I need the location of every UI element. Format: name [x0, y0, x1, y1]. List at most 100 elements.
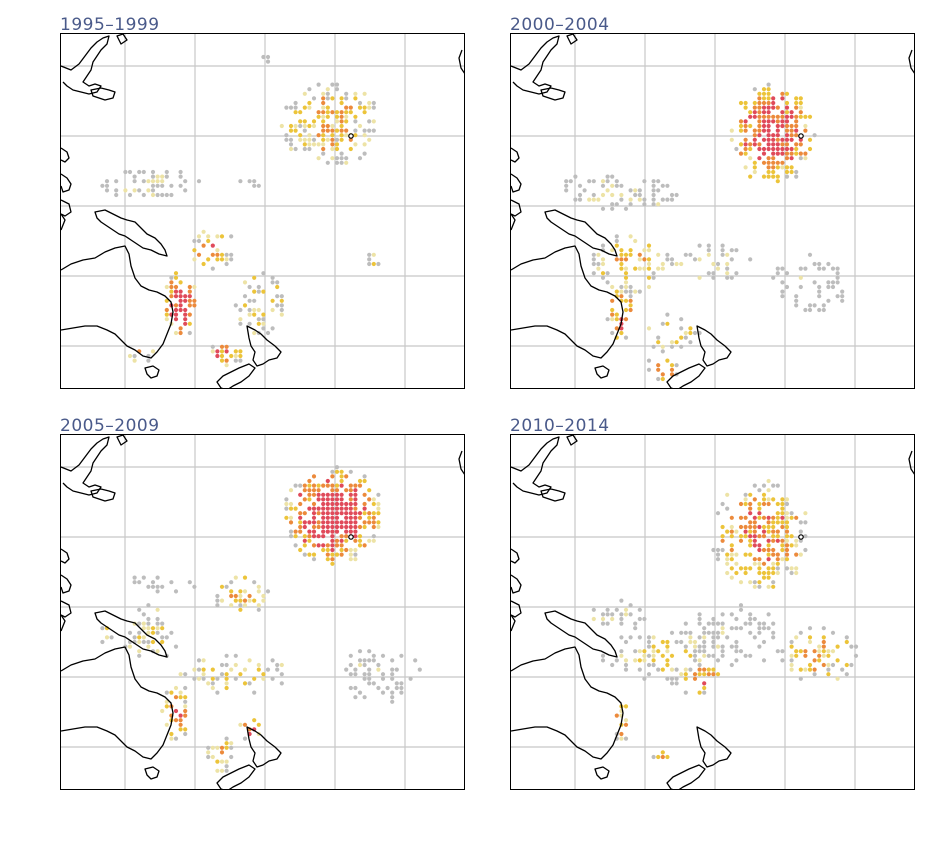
- occurrence-dot: [784, 165, 790, 170]
- occurrence-dot: [752, 87, 757, 92]
- occurrence-dot: [238, 321, 243, 326]
- occurrence-dot: [807, 146, 813, 152]
- occurrence-dot: [784, 511, 790, 516]
- occurrence-dot: [835, 658, 840, 663]
- occurrence-dot: [734, 561, 739, 566]
- occurrence-dot: [339, 123, 344, 129]
- occurrence-dot: [210, 676, 215, 681]
- occurrence-dot: [330, 82, 335, 87]
- occurrence-dot: [771, 524, 776, 530]
- occurrence-dot: [307, 146, 312, 152]
- occurrence-dot: [771, 561, 776, 566]
- occurrence-dot: [252, 179, 257, 184]
- occurrence-dot: [794, 538, 799, 543]
- occurrence-dot: [367, 100, 372, 106]
- occurrence-dot: [761, 87, 767, 92]
- occurrence-dot: [743, 137, 748, 142]
- occurrence-dot: [766, 552, 771, 557]
- coastline: [540, 488, 566, 502]
- occurrence-dot: [371, 128, 376, 133]
- occurrence-dot: [339, 511, 344, 516]
- occurrence-dot: [784, 137, 790, 142]
- occurrence-dot: [141, 639, 146, 645]
- occurrence-dot: [321, 123, 326, 129]
- occurrence-dot: [610, 612, 615, 617]
- occurrence-dot: [334, 506, 340, 511]
- occurrence-dot: [311, 137, 317, 142]
- occurrence-dot: [229, 745, 234, 750]
- occurrence-dot: [610, 330, 615, 336]
- occurrence-dot: [362, 506, 367, 511]
- occurrence-dot: [302, 137, 307, 142]
- occurrence-dot: [339, 160, 344, 165]
- occurrence-dot: [178, 718, 183, 723]
- occurrence-dot: [371, 653, 376, 658]
- coastline: [61, 600, 72, 618]
- occurrence-dot: [775, 552, 780, 557]
- occurrence-dot: [150, 626, 156, 631]
- occurrence-dot: [757, 91, 762, 96]
- occurrence-dot: [610, 317, 615, 322]
- occurrence-dot: [141, 621, 146, 626]
- occurrence-dot: [794, 128, 799, 133]
- coastline: [61, 614, 66, 632]
- occurrence-dot: [265, 667, 271, 672]
- occurrence-dot: [748, 566, 753, 571]
- occurrence-dot: [183, 317, 188, 322]
- occurrence-dot: [720, 626, 725, 631]
- occurrence-dot: [288, 142, 294, 147]
- occurrence-dot: [311, 520, 317, 525]
- occurrence-dot: [725, 266, 730, 271]
- occurrence-dot: [390, 699, 395, 704]
- occurrence-dot: [830, 649, 836, 654]
- occurrence-dot: [711, 653, 716, 658]
- occurrence-dot: [748, 621, 753, 626]
- occurrence-dot: [390, 672, 395, 677]
- occurrence-dot: [334, 552, 340, 557]
- occurrence-dot: [321, 501, 326, 507]
- occurrence-dot: [321, 137, 326, 142]
- coastline: [458, 49, 464, 74]
- occurrence-dot: [665, 658, 670, 663]
- occurrence-dot: [771, 630, 776, 635]
- occurrence-dot: [362, 105, 367, 110]
- occurrence-dot: [771, 520, 776, 525]
- occurrence-dot: [270, 298, 275, 303]
- occurrence-dot: [817, 649, 822, 654]
- occurrence-dot: [104, 635, 110, 640]
- occurrence-dot: [798, 96, 803, 101]
- occurrence-dot: [784, 146, 790, 152]
- occurrence-dot: [155, 626, 160, 631]
- occurrence-dot: [596, 261, 601, 267]
- occurrence-dot: [224, 741, 229, 746]
- occurrence-dot: [633, 658, 638, 663]
- occurrence-dot: [224, 768, 229, 773]
- occurrence-dot: [683, 621, 688, 626]
- coastline: [61, 199, 72, 217]
- occurrence-dot: [757, 133, 762, 138]
- occurrence-dot: [656, 754, 661, 760]
- occurrence-dot: [325, 557, 330, 562]
- grid-lines: [511, 34, 914, 388]
- occurrence-dot: [807, 303, 813, 308]
- occurrence-dot: [321, 133, 326, 138]
- occurrence-dot: [229, 741, 234, 746]
- occurrence-dot: [224, 261, 229, 267]
- occurrence-dot: [362, 501, 367, 507]
- occurrence-dot: [215, 759, 220, 764]
- occurrence-dot: [252, 690, 257, 695]
- occurrence-dot: [697, 275, 702, 280]
- coastline: [116, 435, 128, 446]
- occurrence-dot: [794, 298, 799, 303]
- occurrence-dot: [316, 543, 321, 548]
- occurrence-dot: [339, 497, 344, 502]
- occurrence-dot: [201, 667, 206, 672]
- occurrence-dot: [683, 644, 688, 649]
- occurrence-dot: [757, 524, 762, 530]
- occurrence-dot: [169, 736, 174, 741]
- occurrence-dot: [789, 658, 794, 663]
- occurrence-dot: [817, 284, 822, 290]
- occurrence-dot: [697, 616, 702, 622]
- occurrence-dot: [761, 105, 767, 110]
- occurrence-dot: [302, 142, 307, 147]
